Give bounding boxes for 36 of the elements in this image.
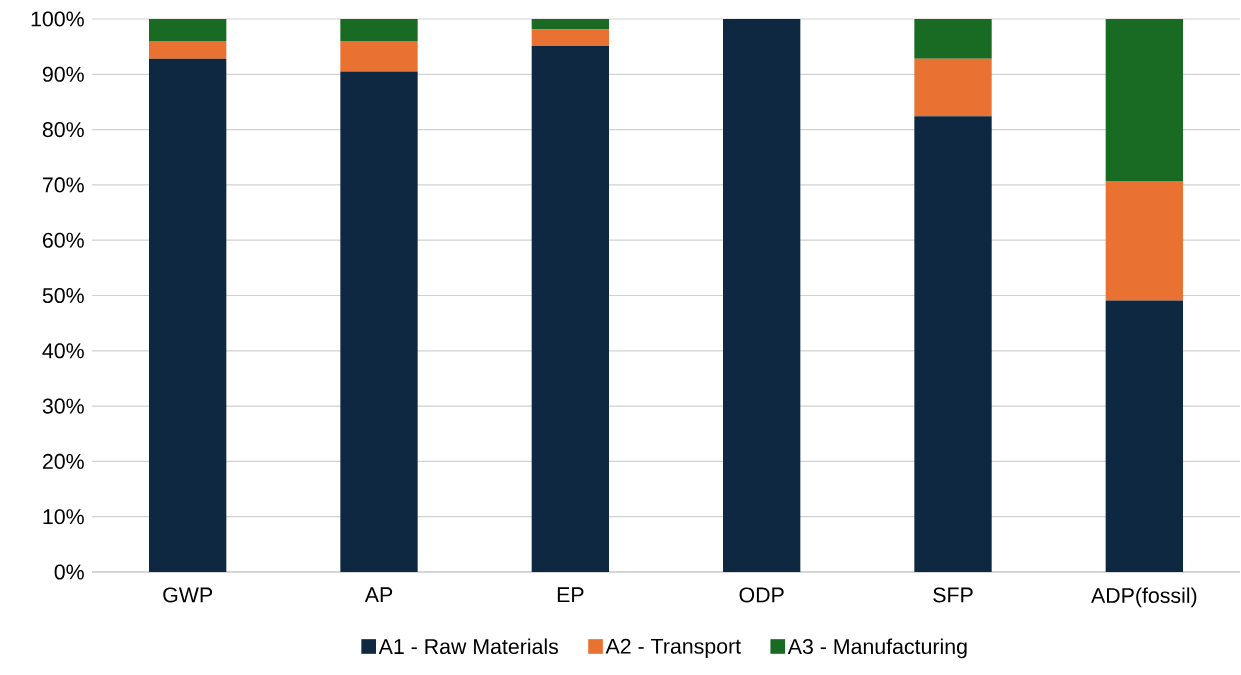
x-tick-label: AP [364,587,393,603]
x-tick-label: EP [557,587,584,603]
y-tick-label: 30% [42,398,84,414]
bar [531,18,610,30]
y-tick-label: 20% [42,453,84,469]
bar [1105,300,1184,572]
bar [914,116,992,572]
x-tick-label: ADP(fossil) [1091,587,1197,608]
legend-label: A1 - Raw Materials [378,638,559,655]
y-tick-label: 60% [43,232,84,248]
y-tick-label: 40% [42,343,84,359]
bar [1105,18,1184,182]
y-tick-label: 100% [31,11,84,27]
legend-label: A3 - Manufacturing [787,638,967,659]
y-tick-label: 80% [42,122,84,138]
bar [340,71,418,572]
bar [149,18,227,42]
x-tick-label: ODP [739,587,784,603]
bar [149,41,227,59]
bar [723,18,801,572]
y-tick-label: 70% [43,177,84,193]
bar [149,58,227,572]
bar [531,46,610,572]
bar [531,29,610,47]
y-tick-label: 0% [54,564,84,580]
x-tick-label: SFP [933,587,973,603]
bar [914,58,992,117]
bar [914,18,992,59]
bar [340,41,418,72]
x-tick-label: GWP [163,587,213,603]
bar [340,18,418,42]
y-tick-label: 50% [42,287,84,304]
y-tick-label: 90% [42,66,84,82]
bar [1105,181,1184,301]
y-tick-label: 10% [43,509,84,525]
legend-label: A2 - Transport [605,638,741,659]
